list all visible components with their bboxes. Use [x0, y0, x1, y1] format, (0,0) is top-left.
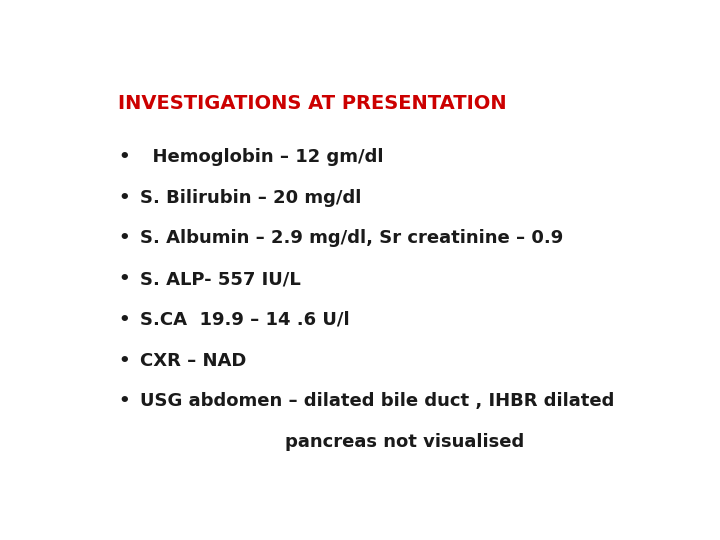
- Text: INVESTIGATIONS AT PRESENTATION: INVESTIGATIONS AT PRESENTATION: [118, 94, 507, 113]
- Text: •: •: [118, 352, 130, 370]
- Text: pancreas not visualised: pancreas not visualised: [285, 433, 525, 451]
- Text: •: •: [118, 230, 130, 247]
- Text: S. Albumin – 2.9 mg/dl, Sr creatinine – 0.9: S. Albumin – 2.9 mg/dl, Sr creatinine – …: [140, 230, 564, 247]
- Text: S.CA  19.9 – 14 .6 U/l: S.CA 19.9 – 14 .6 U/l: [140, 311, 350, 329]
- Text: USG abdomen – dilated bile duct , IHBR dilated: USG abdomen – dilated bile duct , IHBR d…: [140, 393, 615, 410]
- Text: CXR – NAD: CXR – NAD: [140, 352, 246, 370]
- Text: •: •: [118, 148, 130, 166]
- Text: •: •: [118, 270, 130, 288]
- Text: •: •: [118, 393, 130, 410]
- Text: S. Bilirubin – 20 mg/dl: S. Bilirubin – 20 mg/dl: [140, 188, 361, 207]
- Text: Hemoglobin – 12 gm/dl: Hemoglobin – 12 gm/dl: [140, 148, 384, 166]
- Text: S. ALP- 557 IU/L: S. ALP- 557 IU/L: [140, 270, 301, 288]
- Text: •: •: [118, 311, 130, 329]
- Text: •: •: [118, 188, 130, 207]
